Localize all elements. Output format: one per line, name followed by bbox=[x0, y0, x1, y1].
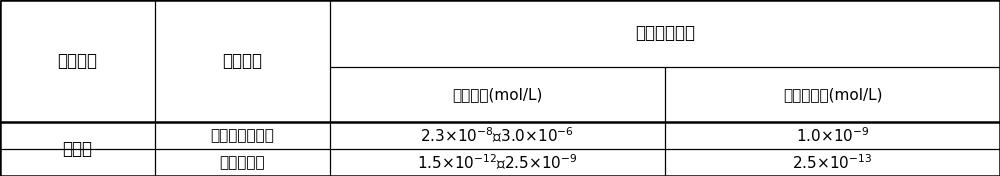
Text: 2.5×10$^{-13}$: 2.5×10$^{-13}$ bbox=[792, 153, 873, 172]
Text: 氯霉素: 氯霉素 bbox=[62, 140, 92, 158]
Text: 检测方法: 检测方法 bbox=[222, 52, 262, 70]
Text: 2.3×10$^{-8}$～3.0×10$^{-6}$: 2.3×10$^{-8}$～3.0×10$^{-6}$ bbox=[420, 126, 575, 145]
Text: 1.0×10$^{-9}$: 1.0×10$^{-9}$ bbox=[796, 126, 869, 145]
Text: 检测对象: 检测对象 bbox=[58, 52, 98, 70]
Text: 本发明方法: 本发明方法 bbox=[220, 155, 265, 170]
Text: 实际样品检测: 实际样品检测 bbox=[635, 24, 695, 42]
Text: 线性范围(mol/L): 线性范围(mol/L) bbox=[452, 87, 543, 102]
Text: 高效液相色谱法: 高效液相色谱法 bbox=[211, 128, 274, 143]
Text: 最低检测限(mol/L): 最低检测限(mol/L) bbox=[783, 87, 882, 102]
Text: 1.5×10$^{-12}$～2.5×10$^{-9}$: 1.5×10$^{-12}$～2.5×10$^{-9}$ bbox=[417, 153, 578, 172]
